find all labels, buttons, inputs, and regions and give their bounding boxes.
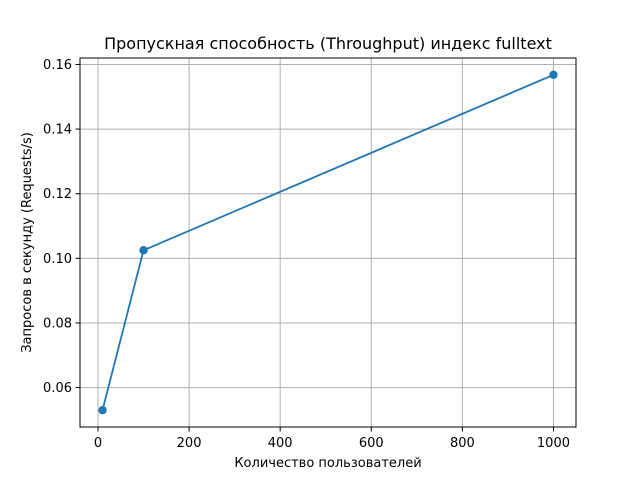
y-tick-label: 0.12: [43, 187, 72, 202]
chart-title: Пропускная способность (Throughput) инде…: [104, 34, 552, 53]
x-axis-label: Количество пользователей: [234, 456, 421, 471]
x-tick-label: 0: [94, 436, 102, 451]
series-line: [101, 73, 554, 411]
y-axis-ticks: 0.06 0.08 0.10 0.12 0.14 0.16: [43, 58, 80, 396]
axes-frame: [79, 57, 577, 428]
y-tick-label: 0.08: [43, 316, 72, 331]
x-tick-label: 1000: [537, 436, 570, 451]
series-layer: [98, 70, 558, 415]
y-tick-label: 0.16: [43, 58, 72, 73]
y-axis-label: Запросов в секунду (Requests/s): [20, 132, 35, 353]
data-point: [139, 246, 148, 255]
x-axis-ticks: 0 200 400 600 800 1000: [94, 427, 570, 451]
x-tick-label: 400: [268, 436, 293, 451]
y-tick-label: 0.06: [43, 381, 72, 396]
data-point: [98, 405, 107, 415]
y-tick-label: 0.14: [43, 123, 72, 138]
x-tick-label: 600: [359, 436, 384, 451]
x-tick-label: 200: [177, 436, 202, 451]
data-point: [549, 70, 558, 80]
grid-layer: [80, 58, 576, 427]
y-tick-label: 0.10: [43, 252, 72, 267]
x-tick-label: 800: [450, 436, 475, 451]
